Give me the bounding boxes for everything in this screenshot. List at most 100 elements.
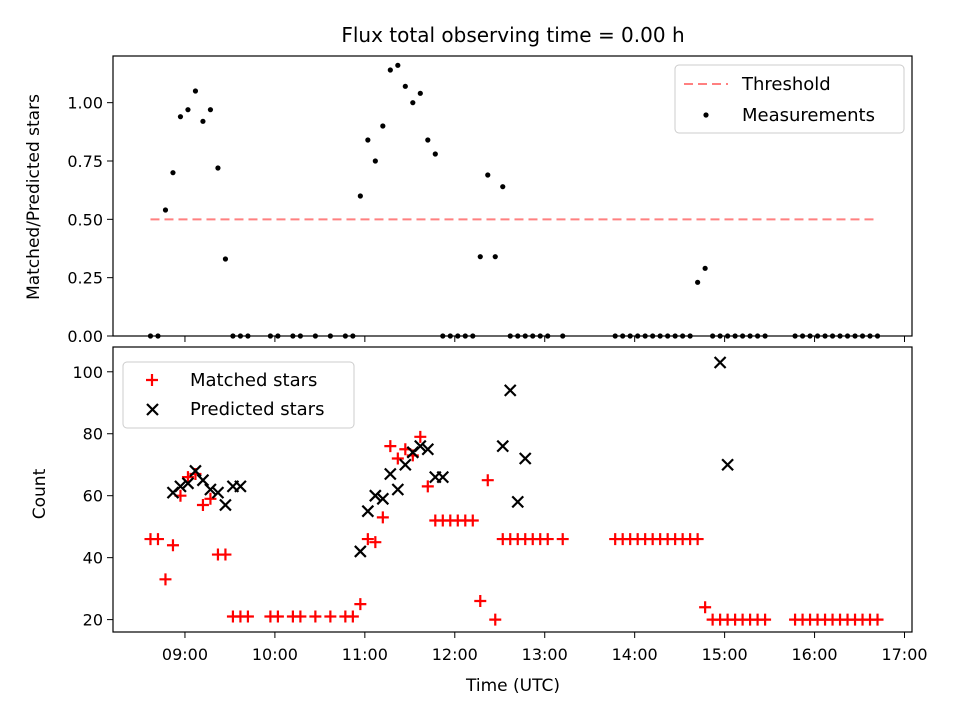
bottom-y-axis-ticks: 20 40 60 80 100 (72, 363, 113, 630)
matched-star-point (361, 533, 374, 546)
measurement-point (177, 114, 184, 120)
matched-star-point (241, 610, 254, 623)
predicted-star-point (721, 458, 734, 471)
measurement-point (702, 265, 708, 271)
measurement-point (170, 170, 176, 176)
measurement-point (485, 172, 491, 178)
predicted-star-point (234, 480, 247, 493)
predicted-star-point (511, 495, 525, 509)
top-legend: Threshold Measurements (674, 64, 905, 134)
measurement-point (695, 279, 701, 285)
matched-star-point (556, 533, 569, 546)
matched-star-point (871, 613, 884, 626)
top-plot-marks (147, 62, 881, 339)
matched-star-point (384, 440, 397, 453)
bottom-plot-frame (112, 346, 913, 633)
predicted-star-point (196, 473, 210, 487)
matched-star-point (369, 536, 382, 549)
measurement-point (222, 256, 229, 262)
bottom-x-tick-label: 13:00 (522, 645, 568, 664)
bottom-y-tick-label: 20 (83, 611, 103, 630)
predicted-star-point (421, 442, 435, 456)
measurement-point (185, 107, 191, 113)
matched-star-point (204, 492, 217, 505)
legend-matched-swatch (146, 374, 158, 386)
top-y-tick-label: 0.00 (67, 327, 103, 346)
predicted-star-point (496, 439, 510, 453)
legend-measurements-swatch (703, 112, 709, 118)
bottom-x-axis-ticks: 09:00 10:00 11:00 12:00 13:00 14:00 15:00 16:00… (162, 632, 928, 664)
matched-star-point (354, 598, 367, 611)
matched-star-point (489, 613, 502, 626)
measurement-point (207, 107, 214, 113)
matched-star-point (699, 601, 712, 614)
bottom-x-tick-label: 15:00 (702, 645, 748, 664)
bottom-x-tick-label: 16:00 (792, 645, 838, 664)
legend-predicted-label: Predicted stars (190, 399, 324, 420)
measurement-point (380, 123, 386, 129)
matched-star-point (324, 610, 337, 623)
top-y-tick-label: 0.50 (67, 210, 103, 229)
matched-star-point (481, 474, 494, 487)
bottom-plot: Count Time (UTC) 20 40 60 80 100 09:00 10:00 1… (30, 346, 928, 696)
measurement-point (387, 67, 393, 73)
top-y-axis-label: Matched/Predicted stars (24, 94, 44, 300)
measurement-point (410, 100, 416, 106)
predicted-star-point (354, 545, 367, 558)
measurement-point (492, 254, 498, 260)
bottom-x-tick-label: 09:00 (162, 645, 208, 664)
measurement-point (200, 118, 206, 124)
top-y-tick-label: 1.00 (67, 94, 103, 113)
legend-predicted-swatch (146, 403, 159, 416)
matched-star-point (421, 480, 434, 493)
predicted-star-point (391, 483, 405, 496)
top-y-tick-label: 0.75 (67, 152, 103, 171)
predicted-star-point (436, 470, 450, 484)
matched-star-point (391, 452, 404, 465)
matched-star-point (466, 514, 479, 527)
predicted-star-point (361, 504, 375, 518)
predicted-star-point (376, 492, 390, 506)
matched-star-point (219, 548, 232, 561)
top-y-tick-label: 0.25 (67, 269, 103, 288)
measurement-point (500, 184, 506, 190)
top-chart-title: Flux total observing time = 0.00 h (341, 23, 684, 47)
predicted-star-point (204, 483, 217, 496)
measurement-point (417, 90, 423, 96)
predicted-star-point (174, 480, 187, 493)
predicted-star-point (181, 477, 195, 490)
measurement-point (215, 165, 221, 171)
top-plot: Flux total observing time = 0.00 h Match… (24, 23, 913, 346)
predicted-star-point (211, 486, 225, 499)
matched-star-point (309, 610, 322, 623)
measurement-point (395, 62, 401, 68)
matched-star-point (196, 498, 209, 511)
predicted-star-point (518, 452, 532, 465)
measurement-point (357, 193, 363, 199)
bottom-x-tick-label: 11:00 (342, 645, 388, 664)
matched-star-point (181, 471, 194, 484)
bottom-legend: Matched stars Predicted stars (122, 361, 355, 429)
matched-star-point (759, 613, 772, 626)
matched-star-point (474, 595, 487, 608)
bottom-y-tick-label: 40 (83, 549, 103, 568)
bottom-x-tick-label: 14:00 (612, 645, 658, 664)
matched-star-point (691, 533, 704, 546)
predicted-star-point (414, 439, 427, 453)
matched-star-point (541, 533, 554, 546)
bottom-y-tick-label: 100 (72, 363, 103, 382)
bottom-y-tick-label: 80 (83, 425, 103, 444)
matched-star-point (159, 573, 172, 586)
measurement-point (192, 88, 199, 94)
measurement-point (162, 207, 169, 213)
bottom-y-tick-label: 60 (83, 487, 103, 506)
predicted-star-point (219, 498, 232, 512)
top-x-axis-ticks (184, 336, 906, 342)
predicted-star-point (399, 458, 412, 471)
legend-threshold-label: Threshold (741, 74, 831, 95)
legend-measurements-label: Measurements (742, 105, 875, 126)
matched-star-point (346, 610, 359, 623)
measurement-point (432, 151, 438, 157)
predicted-star-point (503, 384, 517, 397)
matched-star-point (166, 539, 179, 552)
